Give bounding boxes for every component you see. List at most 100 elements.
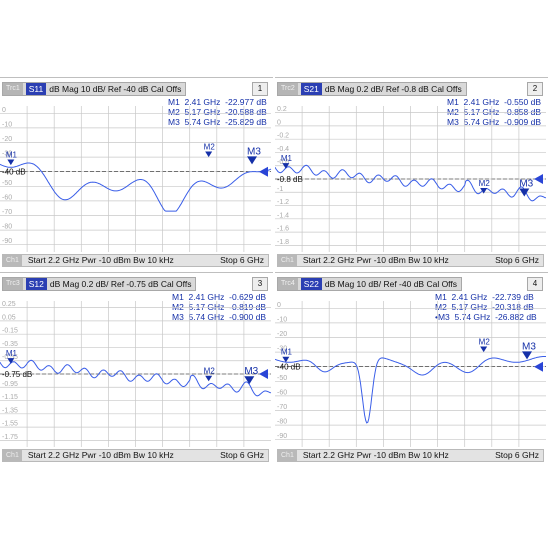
stop-frequency: Stop 6 GHz (495, 450, 539, 460)
trace-title-bar[interactable]: Trc3 S12 dB Mag 0.2 dB/ Ref -0.75 dB Cal O… (2, 277, 197, 291)
y-tick-label: -1.8 (277, 239, 289, 246)
channel-tag[interactable]: S11 (25, 83, 47, 95)
channel-tag[interactable]: Ch1 (278, 255, 297, 266)
channel-tag[interactable]: Ch1 (3, 450, 22, 461)
measurement-trace[interactable] (275, 356, 546, 424)
stop-frequency: Stop 6 GHz (220, 450, 264, 460)
trace-tag[interactable]: Trc1 (3, 83, 23, 95)
reference-arrow-icon[interactable] (259, 166, 268, 177)
marker-label[interactable]: M1 (281, 154, 293, 163)
marker-triangle-icon[interactable] (282, 163, 290, 169)
panel-number[interactable]: 3 (252, 277, 268, 291)
y-tick-label: -1.6 (277, 226, 289, 233)
trace-panel-3[interactable]: Trc3 S12 dB Mag 0.2 dB/ Ref -0.75 dB Cal O… (0, 272, 273, 463)
trace-title-bar[interactable]: Trc1 S11 dB Mag 10 dB/ Ref -40 dB Cal Offs (2, 82, 187, 96)
marker-label[interactable]: M1 (6, 151, 18, 160)
marker-triangle-icon[interactable] (205, 151, 213, 158)
y-tick-label: -40 dB (277, 363, 301, 372)
y-tick-label: -20 (2, 136, 12, 143)
marker-triangle-icon[interactable] (7, 358, 15, 364)
marker-readout: M1 2.41 GHz -0.629 dB M2 5.17 GHz -0.819 … (172, 292, 266, 322)
trace-format: dB Mag 0.2 dB/ Ref -0.8 dB Cal Offs (324, 84, 462, 94)
y-tick-label: -1.15 (2, 394, 18, 401)
trace-plot[interactable]: 0 -10 -20 -30 -40 dB -50 -60 -70 -80 -90 M1 M2 M3 (275, 273, 548, 463)
channel-tag[interactable]: S21 (300, 83, 322, 95)
y-tick-label: -1 (277, 186, 283, 193)
y-tick-label: -60 (2, 194, 12, 201)
marker-2-readout: M2 5.17 GHz -20.588 dB (168, 107, 267, 117)
channel-tag[interactable]: Ch1 (278, 450, 297, 461)
marker-triangle-icon[interactable] (522, 351, 533, 360)
marker-3-readout: M3 5.74 GHz -0.909 dB (447, 117, 542, 127)
y-tick-label: -30 (2, 151, 12, 158)
marker-triangle-icon[interactable] (244, 376, 255, 385)
trace-tag[interactable]: Trc2 (278, 83, 298, 95)
trace-panel-4[interactable]: Trc4 S22 dB Mag 10 dB/ Ref -40 dB Cal Offs… (275, 272, 548, 463)
marker-readout: M1 2.41 GHz -22.739 dB M2 5.17 GHz -20.31… (435, 292, 537, 322)
panel-number[interactable]: 1 (252, 82, 268, 96)
channel-status-bar[interactable]: Ch1 Start 2.2 GHz Pwr -10 dBm Bw 10 kHz St… (277, 449, 544, 462)
trace-tag[interactable]: Trc3 (3, 278, 23, 290)
marker-label[interactable]: M2 (204, 367, 216, 376)
marker-readout: M1 2.41 GHz -0.550 dB M2 5.17 GHz -0.858 … (447, 97, 541, 127)
trace-format: dB Mag 0.2 dB/ Ref -0.75 dB Cal Offs (49, 279, 192, 289)
marker-3-readout: M3 5.74 GHz -0.900 dB (172, 312, 267, 322)
marker-triangle-icon[interactable] (282, 356, 290, 363)
marker-1-readout: M1 2.41 GHz -0.629 dB (172, 292, 267, 302)
reference-arrow-icon[interactable] (259, 369, 268, 379)
measurement-trace[interactable] (0, 359, 272, 397)
y-tick-label: -50 (277, 375, 287, 382)
y-tick-label: -0.15 (2, 328, 18, 335)
trace-format: dB Mag 10 dB/ Ref -40 dB Cal Offs (49, 84, 182, 94)
channel-tag[interactable]: Ch1 (3, 255, 22, 266)
y-tick-label: -30 (277, 346, 287, 353)
marker-triangle-icon[interactable] (480, 188, 488, 194)
marker-triangle-icon[interactable] (480, 346, 488, 353)
y-tick-label: -0.2 (277, 133, 289, 140)
measurement-trace[interactable] (0, 162, 272, 212)
channel-tag[interactable]: S22 (300, 278, 322, 290)
y-tick-label: -1.35 (2, 407, 18, 414)
channel-status-bar[interactable]: Ch1 Start 2.2 GHz Pwr -10 dBm Bw 10 kHz St… (277, 254, 544, 267)
marker-label[interactable]: M1 (6, 349, 18, 358)
marker-triangle-icon[interactable] (7, 159, 15, 166)
reference-arrow-icon[interactable] (534, 361, 543, 372)
trace-plot[interactable]: 0.25 0.05 -0.15 -0.35 -0.55 -0.75 dB -0.95 -1.1… (0, 273, 273, 463)
marker-3-readout: •M3 5.74 GHz -26.882 dB (435, 312, 537, 322)
panel-number[interactable]: 4 (527, 277, 543, 291)
marker-triangle-icon[interactable] (205, 375, 213, 382)
y-tick-label: -50 (2, 180, 12, 187)
y-tick-label: 0.2 (277, 106, 287, 113)
marker-label[interactable]: M3 (247, 146, 261, 157)
trace-plot[interactable]: 0 -10 -20 -30 -40 dB -50 -60 -70 -80 -90 M1 M2 M3 (0, 78, 273, 268)
measurement-trace[interactable] (275, 164, 547, 202)
marker-triangle-icon[interactable] (247, 156, 258, 165)
stop-frequency: Stop 6 GHz (495, 255, 539, 265)
trace-panel-1[interactable]: Trc1 S11 dB Mag 10 dB/ Ref -40 dB Cal Offs… (0, 77, 273, 268)
trace-panel-2[interactable]: Trc2 S21 dB Mag 0.2 dB/ Ref -0.8 dB Cal Of… (275, 77, 548, 268)
marker-1-readout: M1 2.41 GHz -22.977 dB (168, 97, 267, 107)
channel-status-bar[interactable]: Ch1 Start 2.2 GHz Pwr -10 dBm Bw 10 kHz St… (2, 449, 269, 462)
panel-number[interactable]: 2 (527, 82, 543, 96)
marker-label[interactable]: M2 (479, 179, 491, 188)
trace-title-bar[interactable]: Trc2 S21 dB Mag 0.2 dB/ Ref -0.8 dB Cal Of… (277, 82, 467, 96)
stop-frequency: Stop 6 GHz (220, 255, 264, 265)
channel-tag[interactable]: S12 (25, 278, 47, 290)
marker-label[interactable]: M2 (479, 338, 491, 347)
sweep-settings: Start 2.2 GHz Pwr -10 dBm Bw 10 kHz (302, 450, 449, 460)
channel-status-bar[interactable]: Ch1 Start 2.2 GHz Pwr -10 dBm Bw 10 kHz St… (2, 254, 269, 267)
reference-arrow-icon[interactable] (534, 174, 543, 184)
marker-triangle-icon[interactable] (519, 188, 530, 197)
marker-label[interactable]: M3 (522, 341, 536, 352)
marker-label[interactable]: M3 (244, 366, 258, 377)
y-tick-label: 0 (277, 119, 281, 126)
marker-label[interactable]: M3 (519, 179, 533, 190)
marker-label[interactable]: M1 (281, 348, 293, 357)
y-tick-label: -0.95 (2, 381, 18, 388)
marker-2-readout: M2 5.17 GHz -20.318 dB (435, 302, 534, 312)
trace-tag[interactable]: Trc4 (278, 278, 298, 290)
y-tick-label: -80 (2, 224, 12, 231)
marker-label[interactable]: M2 (204, 143, 216, 152)
trace-plot[interactable]: 0.2 0 -0.2 -0.4 -0.6 -0.8 dB -1 -1.2 -1.4 -1.6 -1.… (275, 78, 548, 268)
trace-title-bar[interactable]: Trc4 S22 dB Mag 10 dB/ Ref -40 dB Cal Offs (277, 277, 463, 291)
